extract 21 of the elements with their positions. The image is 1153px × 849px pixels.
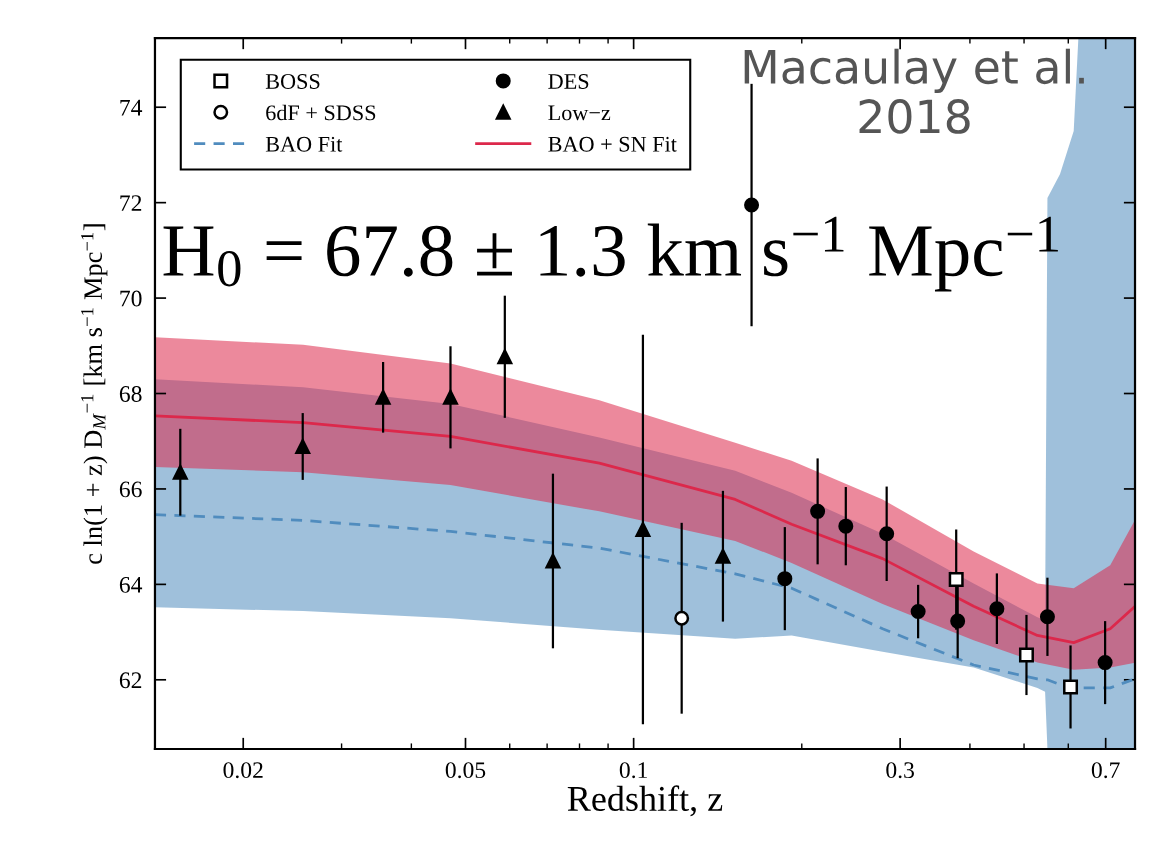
annotation: H$_{0}$ = 67.8 ± 1.3 km s$^{−1}$ Mpc$^{−1}$ (163, 216, 1058, 292)
x-tick-label: 0.02 (223, 762, 263, 779)
legend-label: 6dF + SDSS (266, 104, 376, 121)
y-tick-label: 72 (120, 195, 142, 211)
legend-label: Low−z (548, 105, 611, 121)
x-tick-label: 0.05 (445, 762, 486, 779)
legend-label: BAO Fit (265, 136, 343, 152)
y-axis-title: c ln(1 + z) D$_{M}$$^{−1}$ [km s$^{−1}$ Mpc$^{−1}$] (81, 224, 108, 564)
x-tick-label: 0.7 (1091, 762, 1120, 779)
x-tick-label: 0.1 (619, 762, 647, 779)
x-tick-label: 0.3 (886, 762, 914, 779)
y-tick-label: 74 (120, 99, 143, 116)
y-tick-label: 70 (120, 290, 142, 307)
y-tick-label: 66 (119, 481, 142, 498)
legend-label: BAO + SN Fit (548, 136, 677, 152)
legend-label: DES (548, 73, 589, 89)
y-tick-label: 64 (119, 576, 143, 593)
y-tick-label: 62 (119, 672, 142, 689)
x-axis-title: Redshift, z (567, 785, 723, 817)
y-tick-label: 68 (119, 386, 142, 402)
legend-label: BOSS (265, 73, 320, 89)
